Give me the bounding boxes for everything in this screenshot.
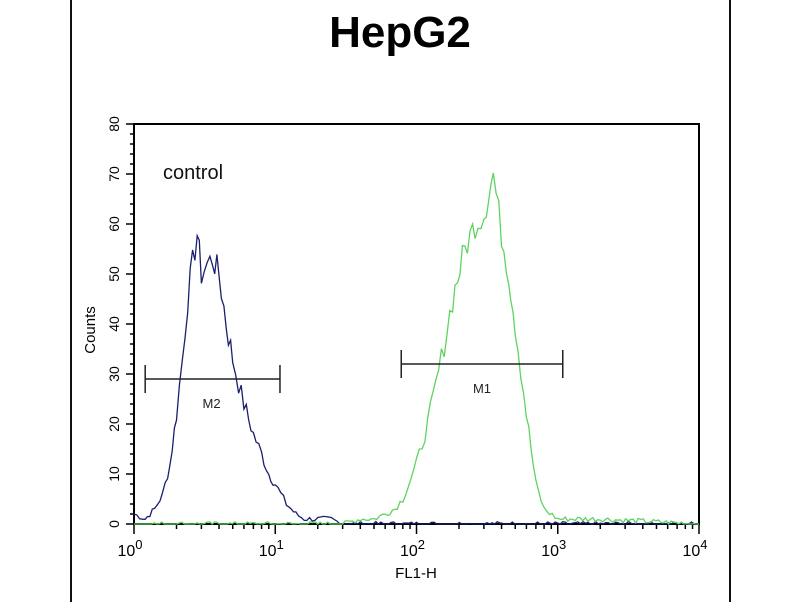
- plot-area: [133, 123, 700, 525]
- x-axis-label: FL1-H: [395, 565, 437, 582]
- y-tick-label: 30: [106, 366, 122, 382]
- y-tick-label: 60: [106, 216, 122, 232]
- x-tick-label: 101: [259, 537, 284, 560]
- x-tick-label: 102: [400, 537, 425, 560]
- sample-series-line: [134, 172, 699, 526]
- y-tick-label: 20: [106, 416, 122, 432]
- marker-m1-label: M1: [473, 381, 491, 396]
- chart-title: HepG2: [329, 8, 471, 57]
- y-tick-label: 40: [106, 316, 122, 332]
- x-tick-label: 103: [541, 537, 566, 560]
- control-series-line: [133, 233, 699, 525]
- x-tick-label: 104: [682, 537, 707, 560]
- image-frame: [70, 0, 731, 602]
- y-tick-label: 80: [106, 116, 122, 132]
- y-tick-label: 70: [106, 166, 122, 182]
- y-tick-label: 10: [106, 466, 122, 482]
- y-axis-label: Counts: [82, 306, 99, 354]
- y-tick-label: 50: [106, 266, 122, 282]
- y-tick-label: 0: [106, 520, 122, 528]
- x-tick-label: 100: [117, 537, 142, 560]
- marker-m2-label: M2: [203, 396, 221, 411]
- control-annotation: control: [163, 162, 223, 184]
